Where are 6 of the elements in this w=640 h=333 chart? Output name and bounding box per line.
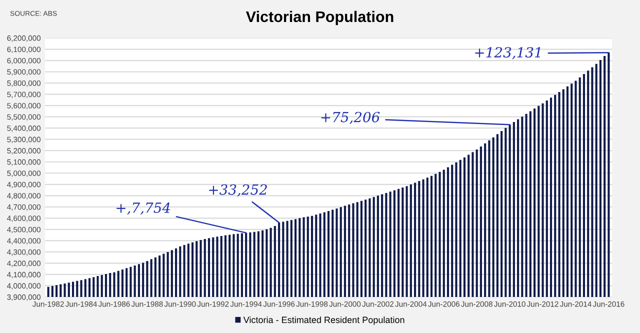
annotation: +33,252 <box>209 184 267 197</box>
chart-title: Victorian Population <box>246 10 394 26</box>
legend-label: Victoria - Estimated Resident Population <box>243 316 404 325</box>
annotation: +75,206 <box>321 112 380 124</box>
annotation: +,7,754 <box>116 202 170 215</box>
annotation: +123,131 <box>475 47 540 60</box>
